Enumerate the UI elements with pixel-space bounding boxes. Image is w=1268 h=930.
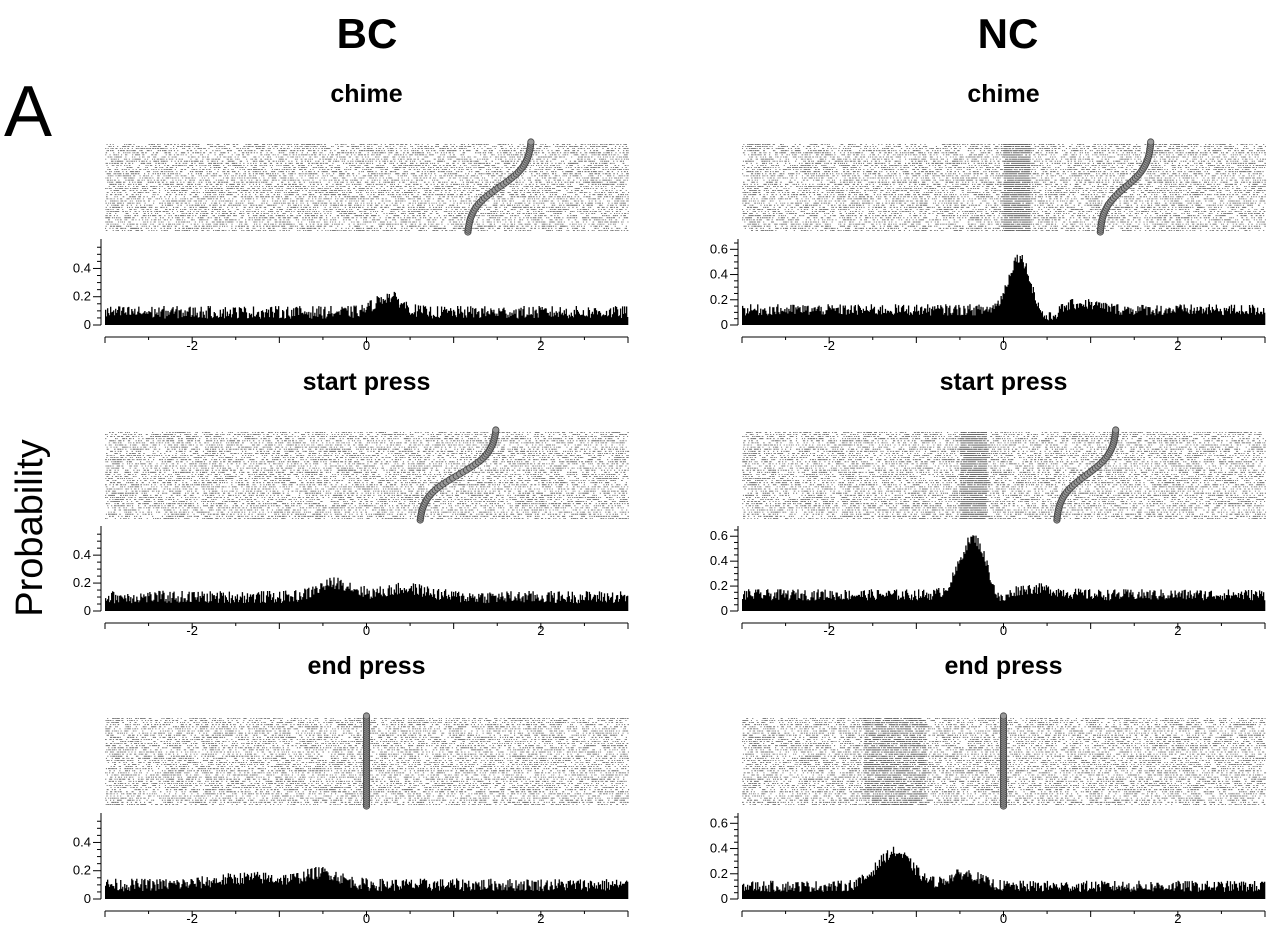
y-axis-label: Probability bbox=[9, 439, 51, 616]
x-tick-label: -2 bbox=[823, 338, 835, 353]
y-tick-label: 0 bbox=[721, 603, 728, 618]
y-tick-label: 0.2 bbox=[73, 289, 91, 304]
raster bbox=[105, 718, 630, 805]
panel-title: end press bbox=[307, 652, 425, 680]
x-tick-label: 0 bbox=[363, 338, 370, 353]
x-tick-label: 0 bbox=[1000, 911, 1007, 926]
x-tick-label: -2 bbox=[186, 911, 198, 926]
x-tick-label: 2 bbox=[537, 911, 544, 926]
histogram-bars bbox=[742, 535, 1266, 611]
raster-spikes bbox=[105, 718, 630, 805]
raster bbox=[105, 432, 630, 519]
marker-circle bbox=[1147, 138, 1155, 146]
histogram-bars bbox=[742, 846, 1266, 899]
histogram-bars bbox=[105, 867, 629, 899]
panel-nc-chime: chime 0 0.2 0.4 0.6 -2 0 2 bbox=[710, 80, 1267, 353]
raster-spikes bbox=[105, 432, 630, 519]
raster bbox=[742, 144, 1267, 231]
event-markers bbox=[1053, 426, 1120, 524]
y-tick-label: 0.4 bbox=[73, 260, 91, 275]
x-tick-label: 2 bbox=[537, 338, 544, 353]
y-tick-label: 0.4 bbox=[710, 553, 728, 568]
event-markers bbox=[464, 138, 535, 236]
y-tick-label: 0.2 bbox=[710, 866, 728, 881]
y-tick-label: 0 bbox=[84, 317, 91, 332]
y-tick-label: 0 bbox=[84, 891, 91, 906]
raster-spikes bbox=[742, 718, 1267, 805]
y-tick-label: 0 bbox=[721, 317, 728, 332]
raster bbox=[105, 144, 630, 231]
axes: 0 0.2 0.4 -2 0 2 bbox=[73, 813, 629, 926]
marker-circle bbox=[1112, 426, 1120, 434]
y-tick-label: 0.4 bbox=[710, 267, 728, 282]
y-tick-label: 0.6 bbox=[710, 528, 728, 543]
y-tick-label: 0.2 bbox=[710, 578, 728, 593]
y-tick-label: 0.4 bbox=[73, 834, 91, 849]
x-tick-label: 2 bbox=[537, 623, 544, 638]
histogram-bars bbox=[105, 577, 629, 611]
marker-circle bbox=[999, 712, 1008, 720]
panel-title: start press bbox=[303, 368, 431, 396]
y-tick-label: 0.2 bbox=[710, 292, 728, 307]
y-tick-label: 0.4 bbox=[73, 547, 91, 562]
x-tick-label: 0 bbox=[363, 623, 370, 638]
raster-spikes bbox=[105, 144, 630, 231]
panel-bc-chime: chime 0 0.2 0.4 -2 0 2 bbox=[73, 80, 630, 353]
x-tick-label: 0 bbox=[1000, 623, 1007, 638]
marker-circle bbox=[362, 712, 371, 720]
raster bbox=[742, 718, 1267, 805]
panel-title: chime bbox=[967, 80, 1039, 108]
y-tick-label: 0.2 bbox=[73, 863, 91, 878]
panel-title: end press bbox=[944, 652, 1062, 680]
x-tick-label: 0 bbox=[363, 911, 370, 926]
panel-bc-start-press: start press 0 0.2 0.4 -2 0 2 bbox=[73, 368, 630, 638]
y-tick-label: 0.6 bbox=[710, 815, 728, 830]
column-title-nc: NC bbox=[978, 10, 1039, 57]
axes: 0 0.2 0.4 -2 0 2 bbox=[73, 239, 629, 353]
axes: 0 0.2 0.4 0.6 -2 0 2 bbox=[710, 526, 1266, 638]
event-markers bbox=[1096, 138, 1155, 236]
x-tick-label: 2 bbox=[1174, 911, 1181, 926]
event-markers bbox=[416, 426, 500, 524]
x-tick-label: 2 bbox=[1174, 623, 1181, 638]
x-tick-label: -2 bbox=[823, 911, 835, 926]
raster-spikes bbox=[742, 432, 1267, 519]
y-tick-label: 0.2 bbox=[73, 575, 91, 590]
panel-nc-start-press: start press 0 0.2 0.4 0.6 -2 0 2 bbox=[710, 368, 1267, 638]
panel-title: start press bbox=[940, 368, 1068, 396]
x-tick-label: -2 bbox=[186, 623, 198, 638]
marker-circle bbox=[492, 426, 500, 434]
event-markers bbox=[362, 712, 371, 810]
y-tick-label: 0.4 bbox=[710, 841, 728, 856]
y-tick-label: 0.6 bbox=[710, 241, 728, 256]
panel-bc-end-press: end press 0 0.2 0.4 -2 0 2 bbox=[73, 652, 630, 926]
x-tick-label: -2 bbox=[186, 338, 198, 353]
axes: 0 0.2 0.4 0.6 -2 0 2 bbox=[710, 239, 1266, 353]
panel-nc-end-press: end press 0 0.2 0.4 0.6 -2 0 2 bbox=[710, 652, 1267, 926]
y-tick-label: 0 bbox=[84, 603, 91, 618]
raster-spikes bbox=[742, 144, 1267, 231]
histogram-bars bbox=[742, 254, 1266, 325]
axes: 0 0.2 0.4 0.6 -2 0 2 bbox=[710, 813, 1266, 926]
histogram-bars bbox=[105, 291, 629, 325]
x-tick-label: 2 bbox=[1174, 338, 1181, 353]
marker-circle bbox=[527, 138, 535, 146]
event-markers bbox=[999, 712, 1008, 810]
y-tick-label: 0 bbox=[721, 891, 728, 906]
axes: 0 0.2 0.4 -2 0 2 bbox=[73, 526, 629, 638]
column-title-bc: BC bbox=[337, 10, 398, 57]
x-tick-label: -2 bbox=[823, 623, 835, 638]
panel-letter: A bbox=[4, 72, 52, 152]
panel-title: chime bbox=[330, 80, 402, 108]
raster bbox=[742, 432, 1267, 519]
x-tick-label: 0 bbox=[1000, 338, 1007, 353]
